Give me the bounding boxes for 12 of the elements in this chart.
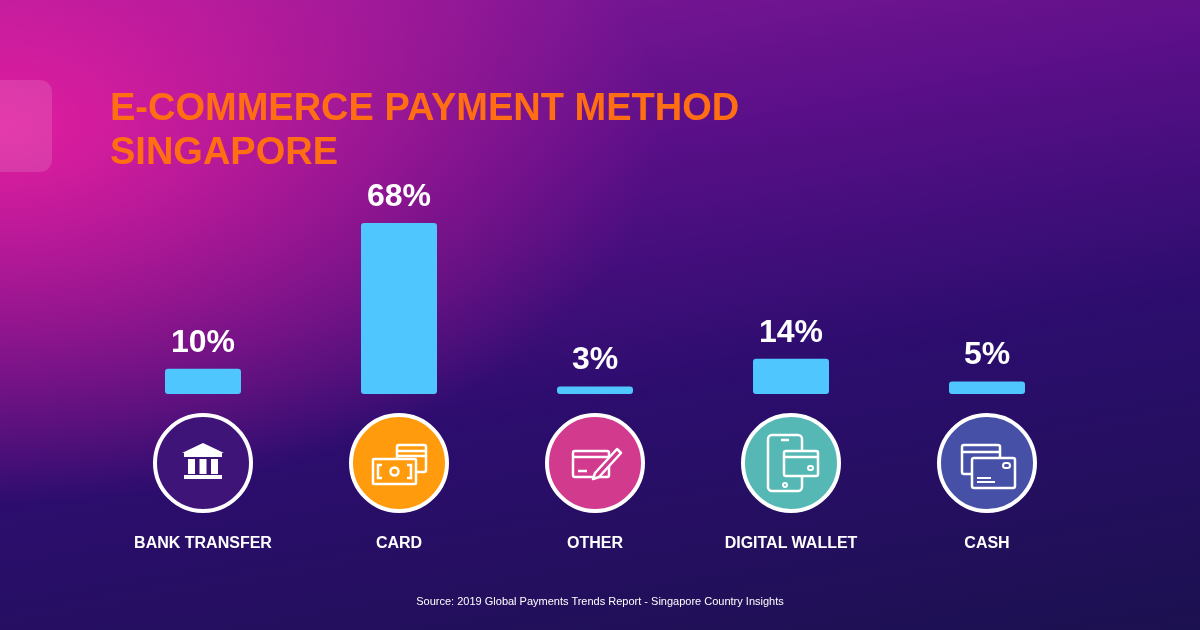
data-label: 5% — [963, 335, 1011, 372]
data-label: 68% — [366, 177, 432, 213]
x-tick-label: CARD — [375, 533, 423, 551]
data-label: 3% — [571, 340, 619, 377]
x-tick-label: DIGITAL WALLET — [724, 533, 858, 551]
x-tick-label: CASH — [964, 533, 1010, 551]
chart-title: E-COMMERCE PAYMENT METHOD SINGAPORE — [110, 86, 750, 172]
data-label: 14% — [758, 312, 824, 349]
data-label: 10% — [170, 322, 236, 359]
x-tick-label: BANK TRANSFER — [134, 533, 273, 551]
x-tick-label: OTHER — [567, 533, 624, 551]
source-note: Source: 2019 Global Payments Trends Report - Singapore Country Insights — [416, 594, 785, 607]
